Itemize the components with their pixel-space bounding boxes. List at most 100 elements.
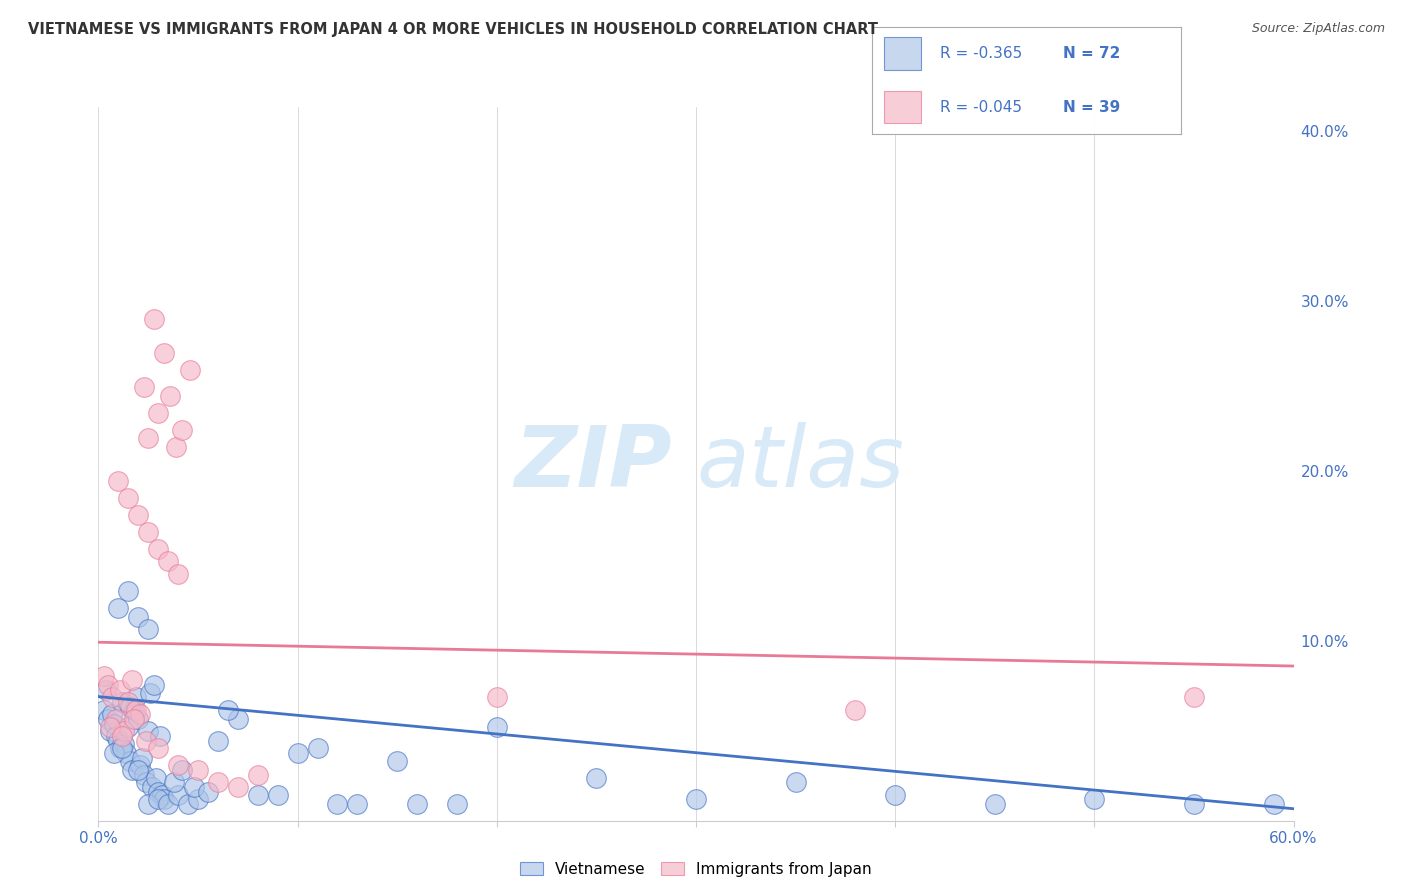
Point [136, 723, 159, 738]
Point [111, 740, 134, 755]
Point [141, 780, 163, 794]
Point [117, 491, 139, 505]
Point [226, 780, 249, 794]
Point [177, 797, 200, 811]
Point [485, 720, 508, 734]
Point [187, 791, 209, 805]
Point [307, 740, 329, 755]
Point [103, 746, 125, 760]
Point [1182, 797, 1205, 811]
Text: N = 39: N = 39 [1063, 100, 1121, 114]
Point [217, 703, 239, 717]
Point [197, 785, 219, 799]
Point [98, 720, 122, 734]
Point [97, 712, 120, 726]
Point [134, 380, 156, 394]
Point [127, 609, 149, 624]
Point [111, 729, 134, 743]
Point [148, 406, 170, 420]
Point [148, 740, 170, 755]
Point [136, 524, 159, 539]
Legend: Vietnamese, Immigrants from Japan: Vietnamese, Immigrants from Japan [512, 854, 880, 884]
Point [101, 690, 124, 704]
Point [187, 763, 209, 777]
Point [135, 774, 157, 789]
Point [107, 733, 129, 747]
Point [93, 703, 115, 717]
Point [117, 584, 139, 599]
Point [153, 791, 176, 805]
Text: VIETNAMESE VS IMMIGRANTS FROM JAPAN 4 OR MORE VEHICLES IN HOUSEHOLD CORRELATION : VIETNAMESE VS IMMIGRANTS FROM JAPAN 4 OR… [28, 22, 879, 37]
Point [101, 706, 124, 721]
Point [111, 695, 134, 709]
Point [685, 791, 707, 805]
Point [346, 797, 368, 811]
Point [485, 690, 508, 704]
Point [1182, 690, 1205, 704]
Text: ZIP: ZIP [515, 422, 672, 506]
Point [585, 771, 607, 785]
Point [110, 682, 132, 697]
Point [117, 695, 139, 709]
Text: 30.0%: 30.0% [1301, 295, 1348, 310]
Point [97, 678, 120, 692]
Point [136, 622, 159, 636]
Point [148, 785, 170, 799]
Point [183, 780, 205, 794]
Point [148, 541, 170, 556]
Point [157, 797, 180, 811]
Text: N = 72: N = 72 [1063, 46, 1121, 61]
Point [125, 690, 148, 704]
Point [172, 423, 194, 437]
Point [121, 673, 143, 687]
Point [165, 440, 187, 454]
Point [785, 774, 807, 789]
Point [105, 729, 128, 743]
Point [267, 788, 290, 802]
Point [136, 797, 159, 811]
Point [143, 678, 166, 692]
Point [129, 706, 152, 721]
Point [110, 740, 132, 755]
Point [884, 788, 907, 802]
Point [120, 754, 142, 768]
Point [136, 431, 159, 445]
Point [406, 797, 429, 811]
Point [127, 712, 149, 726]
Point [287, 746, 309, 760]
Point [112, 737, 135, 751]
Point [167, 757, 190, 772]
Point [124, 712, 146, 726]
Point [139, 686, 162, 700]
Point [983, 797, 1005, 811]
Point [115, 746, 138, 760]
FancyBboxPatch shape [884, 37, 921, 70]
Point [149, 729, 172, 743]
Point [179, 363, 201, 377]
Point [145, 771, 167, 785]
Point [103, 716, 125, 731]
Point [120, 699, 142, 714]
Point [112, 723, 135, 738]
Text: Source: ZipAtlas.com: Source: ZipAtlas.com [1251, 22, 1385, 36]
Text: R = -0.045: R = -0.045 [939, 100, 1022, 114]
Point [326, 797, 349, 811]
Point [105, 712, 128, 726]
Text: 20.0%: 20.0% [1301, 465, 1348, 480]
Point [246, 788, 269, 802]
Point [98, 723, 122, 738]
Point [150, 788, 173, 802]
Point [107, 474, 129, 488]
Point [124, 703, 146, 717]
Point [134, 768, 156, 782]
Point [207, 733, 229, 747]
Point [153, 346, 176, 360]
Point [135, 733, 157, 747]
Point [844, 703, 866, 717]
Point [129, 757, 152, 772]
Point [143, 312, 166, 326]
Point [167, 788, 190, 802]
Point [131, 751, 153, 765]
Point [121, 763, 143, 777]
Text: 40.0%: 40.0% [1301, 125, 1348, 140]
